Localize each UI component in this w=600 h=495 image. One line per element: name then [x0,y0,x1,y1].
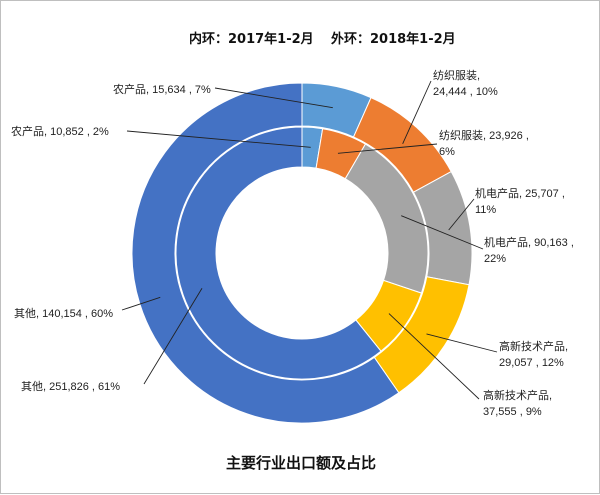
inner-ring-data-label-4: 高新技术产品, 37,555 , 9% [483,388,552,418]
data-label-group: 农产品, 10,852 , 2% 纺织服装, 23,926 , 6% 机电产品, 90… [11,68,574,418]
inner-ring-leader-line-5 [143,287,203,385]
inner-ring-slice-5 [175,126,382,380]
chart-title: 主要行业出口额及占比 [226,454,376,472]
outer-ring-leader-line-5 [121,296,161,311]
slice-group [131,82,473,424]
outer-ring-leader-line-1 [214,87,333,109]
inner-ring-data-label-3: 机电产品, 90,163 , 22% [484,235,574,265]
outer-ring-leader-line-2 [402,80,432,145]
inner-ring-leader-line-2 [337,143,438,154]
outer-ring-slice-5 [131,82,400,424]
inner-ring-leader-line-1 [126,130,311,148]
outer-ring-data-label-4: 高新技术产品, 29,057 , 12% [499,339,568,369]
outer-ring-data-label-2: 纺织服装, 24,444 , 10% [433,68,498,98]
inner-ring-data-label-1: 农产品, 10,852 , 2% [11,124,109,138]
inner-ring-data-label-5: 其他, 251,826 , 61% [21,380,120,393]
outer-ring-leader-line-3 [448,198,475,231]
outer-ring-data-label-5: 其他, 140,154 , 60% [14,307,113,320]
subtitle-inner-ring: 内环：2017年1-2月 [189,31,314,47]
inner-ring-leader-line-4 [388,313,480,400]
outer-ring-data-label-3: 机电产品, 25,707 , 11% [475,186,565,216]
subtitle-outer-ring: 外环：2018年1-2月 [330,31,456,47]
outer-ring-data-label-1: 农产品, 15,634 , 7% [113,82,211,96]
inner-ring-leader-line-3 [401,215,484,250]
leader-line-group [121,80,498,400]
inner-ring-data-label-2: 纺织服装, 23,926 , 6% [439,128,529,158]
outer-ring-leader-line-4 [426,333,498,353]
